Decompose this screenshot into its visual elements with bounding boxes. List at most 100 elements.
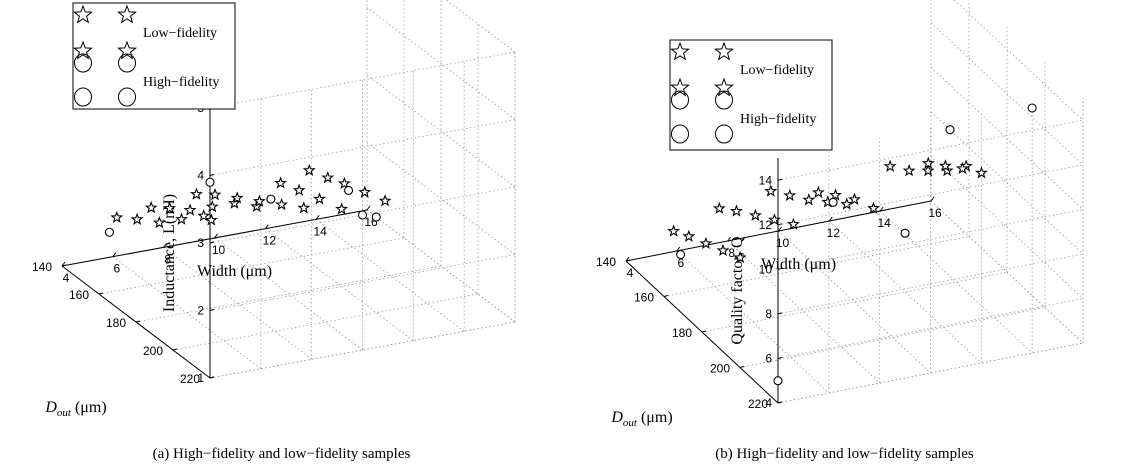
high-fidelity-point (266, 194, 276, 204)
x-tick-label: 4 (627, 266, 634, 280)
y-tick-label: 160 (69, 288, 89, 302)
low-fidelity-point (902, 164, 916, 177)
grid-lines (61, 0, 516, 379)
low-fidelity-point (829, 188, 842, 201)
low-fidelity-point (312, 192, 326, 205)
chart-quality-factor: 46810121416140160180200220468101214Width… (596, 0, 1084, 429)
low-fidelity-point (682, 229, 696, 242)
low-fidelity-point (189, 187, 203, 200)
legend-star-marker (670, 41, 690, 61)
series-high-fidelity (104, 177, 381, 237)
low-fidelity-point (358, 185, 372, 198)
legend-circle-marker (715, 124, 733, 144)
legend-circle-marker (74, 87, 92, 107)
y-tick-label: 200 (143, 344, 163, 358)
high-fidelity-point (371, 212, 381, 222)
low-fidelity-point (338, 176, 351, 190)
legend-label-high-fidelity: High−fidelity (143, 75, 219, 90)
legend-circle-marker (74, 53, 92, 73)
x-tick-label: 16 (928, 206, 942, 220)
high-fidelity-point (773, 376, 783, 386)
legend-star-marker (714, 77, 734, 97)
z-tick-label: 4 (197, 169, 204, 183)
low-fidelity-point (764, 184, 778, 197)
legend-circle-marker (671, 90, 689, 110)
x-tick-label: 12 (827, 226, 841, 240)
low-fidelity-point (302, 163, 316, 176)
legend-label-low-fidelity: Low−fidelity (740, 63, 814, 78)
low-fidelity-point (956, 161, 969, 175)
legend: Low−fidelity High−fidelity (669, 39, 833, 151)
x-tick-label: 8 (164, 252, 171, 266)
z-axis-label: Quality factor, Q (729, 236, 746, 345)
low-fidelity-point (110, 210, 124, 224)
high-fidelity-point (344, 185, 354, 195)
low-fidelity-point (840, 197, 854, 210)
z-tick-label: 10 (759, 262, 773, 276)
low-fidelity-point (144, 201, 158, 214)
low-fidelity-point (802, 193, 816, 206)
legend-box (669, 39, 833, 151)
legend-circle-marker (715, 90, 733, 110)
low-fidelity-point (292, 183, 306, 196)
y-axis-label: Dout (μm) (44, 399, 106, 419)
low-fidelity-point (208, 188, 222, 201)
x-tick-label: 14 (877, 216, 891, 230)
y-tick-label: 160 (634, 291, 654, 305)
low-fidelity-point (163, 201, 177, 214)
low-fidelity-point (748, 208, 762, 221)
low-fidelity-point (275, 197, 288, 211)
low-fidelity-point (204, 213, 218, 226)
low-fidelity-point (812, 185, 825, 199)
low-fidelity-point (768, 213, 781, 226)
caption-a: (a) High−fidelity and low−fidelity sampl… (152, 446, 411, 462)
z-tick-label: 6 (765, 351, 772, 365)
low-fidelity-point (274, 176, 288, 189)
high-fidelity-point (205, 177, 215, 187)
low-fidelity-point (378, 194, 392, 207)
legend-star-marker (117, 4, 137, 24)
series-low-fidelity (667, 156, 988, 264)
y-tick-label: 180 (106, 316, 126, 330)
caption-b: (b) High−fidelity and low−fidelity sampl… (715, 446, 974, 462)
high-fidelity-point (900, 228, 910, 238)
x-tick-label: 10 (212, 243, 226, 257)
high-fidelity-point (828, 197, 838, 207)
low-fidelity-point (783, 188, 797, 202)
legend-circle-marker (118, 53, 136, 73)
y-tick-label: 180 (672, 326, 692, 340)
high-fidelity-point (676, 250, 686, 260)
legend-star-marker (73, 40, 93, 60)
low-fidelity-point (250, 199, 264, 213)
low-fidelity-point (921, 164, 935, 177)
low-fidelity-point (848, 192, 861, 206)
z-tick-label: 12 (759, 218, 773, 232)
low-fidelity-point (205, 200, 219, 213)
low-fidelity-point (733, 250, 747, 264)
x-tick-label: 12 (263, 234, 277, 248)
high-fidelity-point (104, 227, 114, 237)
low-fidelity-point (867, 201, 880, 214)
z-axis-label: Inductance, L(nH) (161, 194, 178, 312)
low-fidelity-point (335, 202, 349, 215)
z-tick-label: 2 (197, 304, 204, 318)
low-fidelity-point (228, 196, 241, 209)
z-tick-label: 3 (197, 236, 204, 250)
low-fidelity-point (252, 194, 266, 207)
legend-star-marker (714, 41, 734, 61)
chart-inductance: 4681012141614016018020022012345Width (μm… (32, 0, 516, 419)
legend-star-marker (117, 40, 137, 60)
low-fidelity-point (175, 212, 189, 225)
y-tick-label: 220 (748, 397, 768, 411)
y-tick-label: 140 (596, 255, 616, 269)
x-tick-label: 4 (63, 271, 70, 285)
low-fidelity-point (712, 201, 726, 214)
legend-star-marker (73, 4, 93, 24)
x-axis-label: Width (μm) (197, 263, 272, 280)
series-low-fidelity (110, 163, 392, 229)
low-fidelity-point (230, 191, 244, 204)
y-tick-label: 200 (710, 362, 730, 376)
x-axis-label: Width (μm) (761, 256, 836, 273)
low-fidelity-point (667, 224, 681, 237)
x-tick-label: 6 (677, 256, 684, 270)
